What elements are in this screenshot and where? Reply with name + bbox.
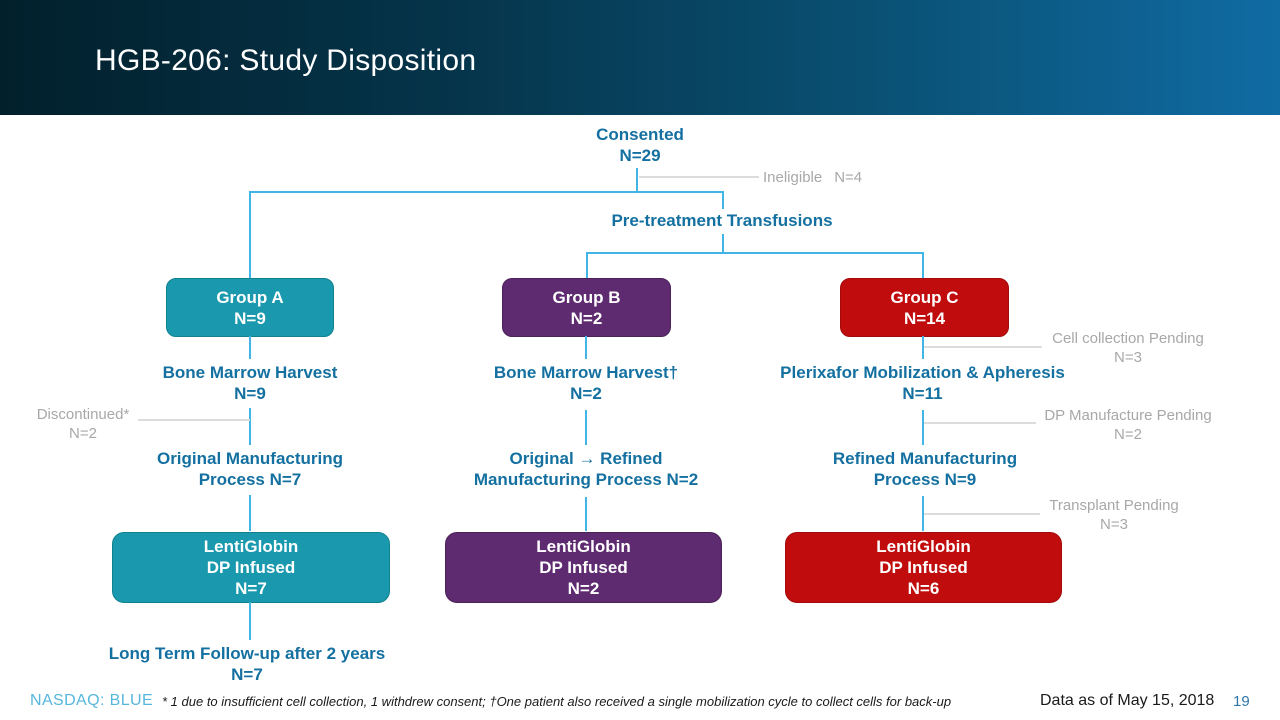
connector-to-pretreatment (722, 191, 724, 209)
node-ineligible: Ineligible N=4 (763, 168, 893, 187)
node-b-manufacturing: Original → Refined Manufacturing Process… (436, 448, 736, 490)
data-as-of: Data as of May 15, 2018 (1040, 692, 1215, 709)
connector-to-group-b (586, 252, 588, 279)
node-pretreatment-title: Pre-treatment Transfusions (611, 211, 833, 230)
node-cell-collection-label: Cell collection Pending (1052, 330, 1204, 347)
node-b-harvest: Bone Marrow Harvest† N=2 (436, 362, 736, 404)
node-dp-manufacture-pending: DP Manufacture Pending N=2 (1038, 406, 1218, 444)
group-b-title: Group B (552, 287, 621, 307)
connector-a1 (249, 336, 251, 359)
node-c-manufacturing-line2: Process N=9 (873, 470, 977, 489)
node-a-manufacturing-line2: Process N=7 (198, 470, 302, 489)
connector-c3 (922, 496, 924, 531)
node-a-harvest: Bone Marrow Harvest N=9 (100, 362, 400, 404)
slide-title: HGB-206: Study Disposition (95, 44, 477, 77)
connector-top-split (249, 191, 724, 193)
group-c-box: Group C N=14 (840, 278, 1009, 337)
group-a-title: Group A (216, 287, 284, 307)
group-a-box: Group A N=9 (166, 278, 334, 337)
connector-ineligible (639, 176, 759, 178)
node-a-manufacturing-line1: Original Manufacturing (156, 449, 344, 468)
lentiglobin-b-box: LentiGlobin DP Infused N=2 (445, 532, 722, 603)
lentiglobin-c-line1: LentiGlobin (876, 537, 971, 556)
node-discontinued-n: N=2 (69, 425, 97, 442)
node-b-manufacturing-line1: Original → Refined (509, 449, 663, 468)
node-b-harvest-line1: Bone Marrow Harvest† (493, 363, 679, 382)
group-c-title: Group C (890, 287, 959, 307)
lentiglobin-a-box: LentiGlobin DP Infused N=7 (112, 532, 390, 603)
connector-to-group-a (249, 191, 251, 279)
group-b-box: Group B N=2 (502, 278, 671, 337)
connector-a4 (249, 602, 251, 640)
node-dp-manufacture-label: DP Manufacture Pending (1044, 407, 1212, 424)
group-a-n: N=9 (234, 308, 266, 328)
lentiglobin-b-line1: LentiGlobin (536, 537, 631, 556)
footnote: * 1 due to insufficient cell collection,… (162, 694, 952, 709)
node-pretreatment: Pre-treatment Transfusions (597, 210, 847, 231)
node-c-manufacturing-line1: Refined Manufacturing (832, 449, 1018, 468)
lentiglobin-b-line2: DP Infused (539, 558, 628, 577)
group-b-n: N=2 (570, 308, 603, 328)
connector-b2 (585, 410, 587, 445)
nasdaq-ticker: NASDAQ: BLUE (30, 692, 154, 709)
node-a-harvest-n: N=9 (234, 384, 266, 403)
connector-transplant (924, 513, 1040, 515)
node-cell-collection-pending: Cell collection Pending N=3 (1042, 329, 1214, 367)
node-a-followup: Long Term Follow-up after 2 years N=7 (97, 643, 397, 685)
node-c-manufacturing: Refined Manufacturing Process N=9 (775, 448, 1075, 490)
node-a-followup-line1: Long Term Follow-up after 2 years (108, 644, 386, 663)
connector-to-group-c (922, 252, 924, 279)
group-c-n: N=14 (903, 308, 946, 328)
page-number: 19 (1233, 693, 1250, 710)
node-c-plerixafor-line1: Plerixafor Mobilization & Apheresis (780, 363, 1065, 382)
header-band: HGB-206: Study Disposition (0, 0, 1280, 115)
node-b-manufacturing-line2: Manufacturing Process N=2 (473, 470, 699, 489)
lentiglobin-a-n: N=7 (235, 579, 267, 598)
node-a-followup-n: N=7 (231, 665, 263, 684)
lentiglobin-c-line2: DP Infused (879, 558, 968, 577)
node-discontinued: Discontinued* N=2 (13, 405, 153, 443)
node-transplant-n: N=3 (1100, 516, 1128, 533)
node-ineligible-n: N=4 (834, 169, 863, 186)
node-c-plerixafor: Plerixafor Mobilization & Apheresis N=11 (745, 362, 1100, 404)
node-ineligible-label: Ineligible (763, 169, 823, 186)
connector-cell-collection (924, 346, 1042, 348)
node-consented-n: N=29 (619, 146, 661, 165)
connector-dp-manufacture (924, 422, 1036, 424)
connector-consented-down (636, 168, 638, 192)
connector-pretreatment-down (722, 234, 724, 253)
node-consented: Consented N=29 (540, 124, 740, 166)
lentiglobin-c-n: N=6 (907, 579, 940, 598)
lentiglobin-b-n: N=2 (567, 579, 600, 598)
node-c-plerixafor-n: N=11 (902, 384, 943, 403)
node-cell-collection-n: N=3 (1114, 349, 1142, 366)
connector-b1 (585, 336, 587, 359)
node-dp-manufacture-n: N=2 (1114, 426, 1142, 443)
connector-c2 (922, 410, 924, 445)
node-a-harvest-line1: Bone Marrow Harvest (162, 363, 338, 382)
lentiglobin-c-box: LentiGlobin DP Infused N=6 (785, 532, 1062, 603)
connector-c1 (922, 336, 924, 359)
lentiglobin-a-line2: DP Infused (206, 558, 296, 577)
lentiglobin-a-line1: LentiGlobin (203, 537, 299, 556)
node-b-harvest-n: N=2 (570, 384, 602, 403)
node-a-manufacturing: Original Manufacturing Process N=7 (100, 448, 400, 490)
connector-b3 (585, 497, 587, 531)
node-consented-title: Consented (596, 125, 684, 144)
node-discontinued-label: Discontinued* (36, 406, 130, 423)
node-transplant-pending: Transplant Pending N=3 (1040, 496, 1188, 534)
connector-discontinued (138, 419, 250, 421)
node-transplant-label: Transplant Pending (1049, 497, 1179, 514)
connector-a3 (249, 495, 251, 531)
connector-bc-split (586, 252, 924, 254)
connector-a2 (249, 408, 251, 445)
